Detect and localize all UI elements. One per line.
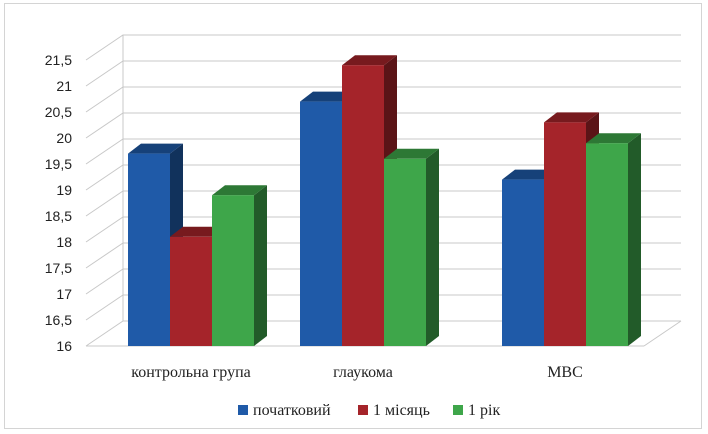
bar-top-1-місяць (544, 112, 599, 123)
y-tick-label: 20 (56, 130, 72, 146)
bar-side-1-рік (426, 148, 439, 346)
y-tick-label: 21,5 (45, 52, 72, 68)
bar-1-місяць (342, 65, 384, 346)
category-label: глаукома (333, 364, 393, 381)
bar-top-1-рік (212, 185, 267, 196)
legend-swatch (358, 405, 368, 415)
bar-початковий (502, 179, 544, 346)
legend-label: початковий (253, 402, 331, 419)
legend-label: 1 рік (468, 402, 500, 419)
legend-swatch (453, 405, 463, 415)
bar-side-1-рік (628, 133, 641, 346)
y-tick-label: 17 (56, 286, 72, 302)
bar-top-початковий (502, 169, 557, 180)
bar-top-1-рік (384, 148, 439, 159)
y-tick-label: 21 (56, 78, 72, 94)
bar-початковий (128, 153, 170, 346)
category-label: контрольна група (131, 364, 250, 381)
bars (128, 55, 641, 347)
y-tick-label: 19,5 (45, 156, 72, 172)
bar-1-рік (212, 195, 254, 346)
y-tick-label: 19 (56, 182, 72, 198)
bar-top-початковий (300, 91, 355, 102)
bar-top-початковий (128, 143, 183, 154)
y-tick-label: 20,5 (45, 104, 72, 120)
y-tick-label: 18 (56, 234, 72, 250)
y-tick-label: 17,5 (45, 260, 72, 276)
y-axis-tick-labels: 16 16,5 17 17,5 18 18,5 19 19,5 20 20,5 21 21,5 (45, 52, 72, 354)
bar-1-рік (384, 158, 426, 346)
bar-початковий (300, 101, 342, 346)
bar-1-місяць (544, 122, 586, 347)
y-tick-label: 16 (56, 338, 72, 354)
bar-top-1-місяць (342, 55, 397, 66)
bar-top-1-місяць (170, 226, 225, 237)
x-axis-category-labels: контрольна група глаукома МВС (131, 364, 583, 381)
bar-top-1-рік (586, 133, 641, 144)
bar-side-1-рік (254, 185, 267, 346)
y-tick-label: 18,5 (45, 208, 72, 224)
legend-swatch (238, 405, 248, 415)
legend: початковий 1 місяць 1 рік (238, 402, 500, 419)
legend-label: 1 місяць (373, 402, 430, 419)
floor-side-edge (643, 320, 682, 347)
y-tick-label: 16,5 (45, 312, 72, 328)
category-label: МВС (547, 364, 583, 381)
bar-1-рік (586, 143, 628, 346)
bar-1-місяць (170, 236, 212, 346)
